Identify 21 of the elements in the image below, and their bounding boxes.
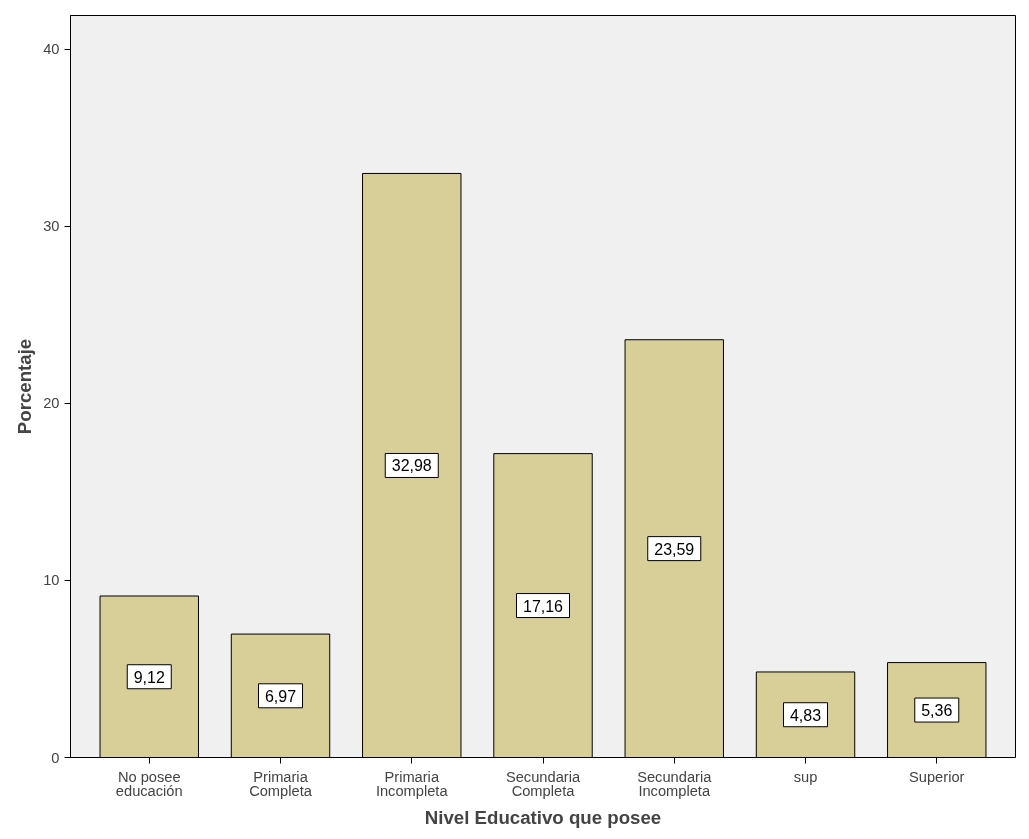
- y-tick-label: 30: [43, 218, 60, 235]
- data-label: 23,59: [654, 540, 695, 558]
- x-axis-title: Nivel Educativo que posee: [424, 806, 662, 828]
- data-label: 17,16: [522, 597, 564, 615]
- x-tick-label: sup: [793, 768, 818, 785]
- y-axis-title: Porcentaje: [14, 338, 36, 435]
- y-tick-label: 0: [51, 749, 60, 766]
- y-tick-label: 10: [43, 572, 60, 589]
- data-label: 4,83: [789, 706, 822, 724]
- x-tick-label: Superior: [909, 768, 965, 785]
- x-tick-label: Secundaria Incompleta: [637, 768, 713, 799]
- y-tick-label: 40: [43, 41, 60, 58]
- data-label: 6,97: [264, 687, 297, 705]
- data-label: 5,36: [921, 702, 953, 720]
- data-label: 9,12: [133, 668, 165, 686]
- x-tick-label: Primaria Incompleta: [375, 768, 449, 799]
- data-label: 32,98: [391, 457, 432, 475]
- x-tick-label: Secundaria Completa: [505, 768, 581, 799]
- x-tick-label: Primaria Completa: [249, 768, 313, 799]
- x-tick-label: No posee educación: [115, 768, 183, 799]
- y-tick-label: 20: [43, 395, 60, 412]
